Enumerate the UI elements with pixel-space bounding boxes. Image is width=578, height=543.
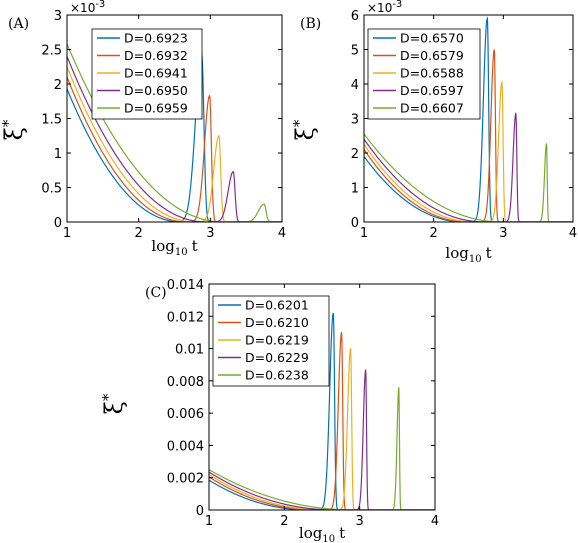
y-tick-label: 1 [351,182,359,197]
x-axis-label-subscript: 10 [175,247,188,258]
y-tick-label: 0.002 [167,472,204,487]
chart-panel-3: (C) 1 2 3 4 0 0.002 0.004 0.006 0.008 0.01 0.012 0.0… [99,278,439,543]
x-axis-label-base: log [299,524,323,542]
legend-label: D=0.6932 [124,48,188,63]
y-axis-label-superscript: * [290,119,308,127]
legend-label: D=0.6597 [400,83,464,98]
x-axis-label: log10 t [445,244,491,265]
legend-box [367,28,481,120]
y-axis-label-symbol: ξ [0,127,28,140]
series-line-5 [209,387,435,510]
legend-label: D=0.6219 [245,333,309,348]
axis-multiplier-base: ×10 [367,1,392,15]
y-axis-label: ξ* [290,119,319,140]
series-line-4 [364,112,573,222]
x-axis-label-base: log [445,244,469,262]
y-tick-label: 2 [54,78,62,93]
legend-label: D=0.6950 [124,83,188,98]
x-axis-label-subscript: 10 [469,254,482,265]
y-axis-label-symbol: ξ [100,401,128,414]
x-axis-label-subscript: 10 [322,534,335,543]
x-axis-label-variable: t [486,244,492,262]
y-axis-label: ξ* [0,119,28,140]
y-tick-label: 0.01 [175,343,204,358]
y-axis-label-symbol: ξ [291,127,319,140]
legend-label: D=0.6229 [245,350,309,365]
legend-label: D=0.6923 [124,31,188,46]
legend-label: D=0.6588 [400,66,464,81]
y-axis-label-superscript: * [99,393,117,401]
y-tick-label: 0.008 [167,375,204,390]
series-line-3 [67,66,282,222]
y-tick-label: 0 [351,216,359,231]
y-tick-label: 1.5 [41,113,62,128]
y-tick-label: 2.5 [41,44,62,59]
y-axis-label-superscript: * [0,119,17,127]
legend-label: D=0.6570 [400,31,464,46]
x-tick-label: 2 [280,514,288,529]
legend-label: D=0.6210 [245,315,309,330]
y-tick-label: 5 [351,44,359,59]
y-tick-label: 0.006 [167,407,204,422]
y-tick-label: 0.012 [167,310,204,325]
y-tick-label: 0 [54,216,62,231]
series-line-4 [209,369,435,510]
legend-label: D=0.6201 [245,298,309,313]
y-tick-label: 4 [351,78,359,93]
y-tick-label: 0.014 [167,278,204,293]
x-tick-label: 4 [569,226,577,241]
panel-label: (B) [300,16,321,32]
legend-label: D=0.6579 [400,48,464,63]
series-line-1 [364,16,573,222]
legend-label: D=0.6959 [124,101,188,116]
axis-multiplier-base: ×10 [70,1,95,15]
y-tick-label: 0 [196,504,204,519]
x-tick-label: 1 [63,226,71,241]
x-tick-label: 2 [430,226,438,241]
x-tick-label: 4 [431,514,439,529]
x-tick-label: 3 [206,226,214,241]
axis-multiplier: ×10-3 [367,0,402,15]
x-axis-label-variable: t [192,237,198,255]
x-tick-label: 1 [205,514,213,529]
series-line-4 [67,56,282,222]
legend-box [212,295,330,387]
legend-label: D=0.6238 [245,368,309,383]
x-tick-label: 3 [356,514,364,529]
y-axis-label: ξ* [99,393,128,414]
legend-label: D=0.6941 [124,66,188,81]
axes-frame [208,283,436,511]
y-tick-label: 3 [54,9,62,24]
y-tick-label: 0.004 [167,439,204,454]
series-line-2 [67,76,282,222]
y-tick-label: 6 [351,9,359,24]
series-line-2 [364,49,573,222]
y-tick-label: 2 [351,147,359,162]
x-tick-label: 2 [135,226,143,241]
y-tick-label: 1 [54,147,62,162]
chart-panel-1: (A) 1 2 3 4 0 0.5 1 1.5 2 2.5 3 ×10-3 ξ* log10 t D=0.692… [0,0,286,258]
y-tick-label: 0.5 [41,182,62,197]
x-tick-label: 3 [499,226,507,241]
x-axis-label: log10 t [299,524,345,543]
panel-label: (C) [145,285,167,301]
legend-box [91,28,203,120]
axis-multiplier-exponent: -3 [95,0,105,10]
x-axis-label: log10 t [151,237,197,258]
series-line-2 [209,331,435,510]
legend-label: D=0.6607 [400,101,464,116]
x-axis-label-variable: t [339,524,345,542]
panel-label: (A) [8,16,29,32]
axis-multiplier-exponent: -3 [392,0,402,10]
x-tick-label: 1 [360,226,368,241]
x-tick-label: 4 [278,226,286,241]
x-axis-label-base: log [151,237,175,255]
y-tick-label: 3 [351,113,359,128]
axis-multiplier: ×10-3 [70,0,105,15]
